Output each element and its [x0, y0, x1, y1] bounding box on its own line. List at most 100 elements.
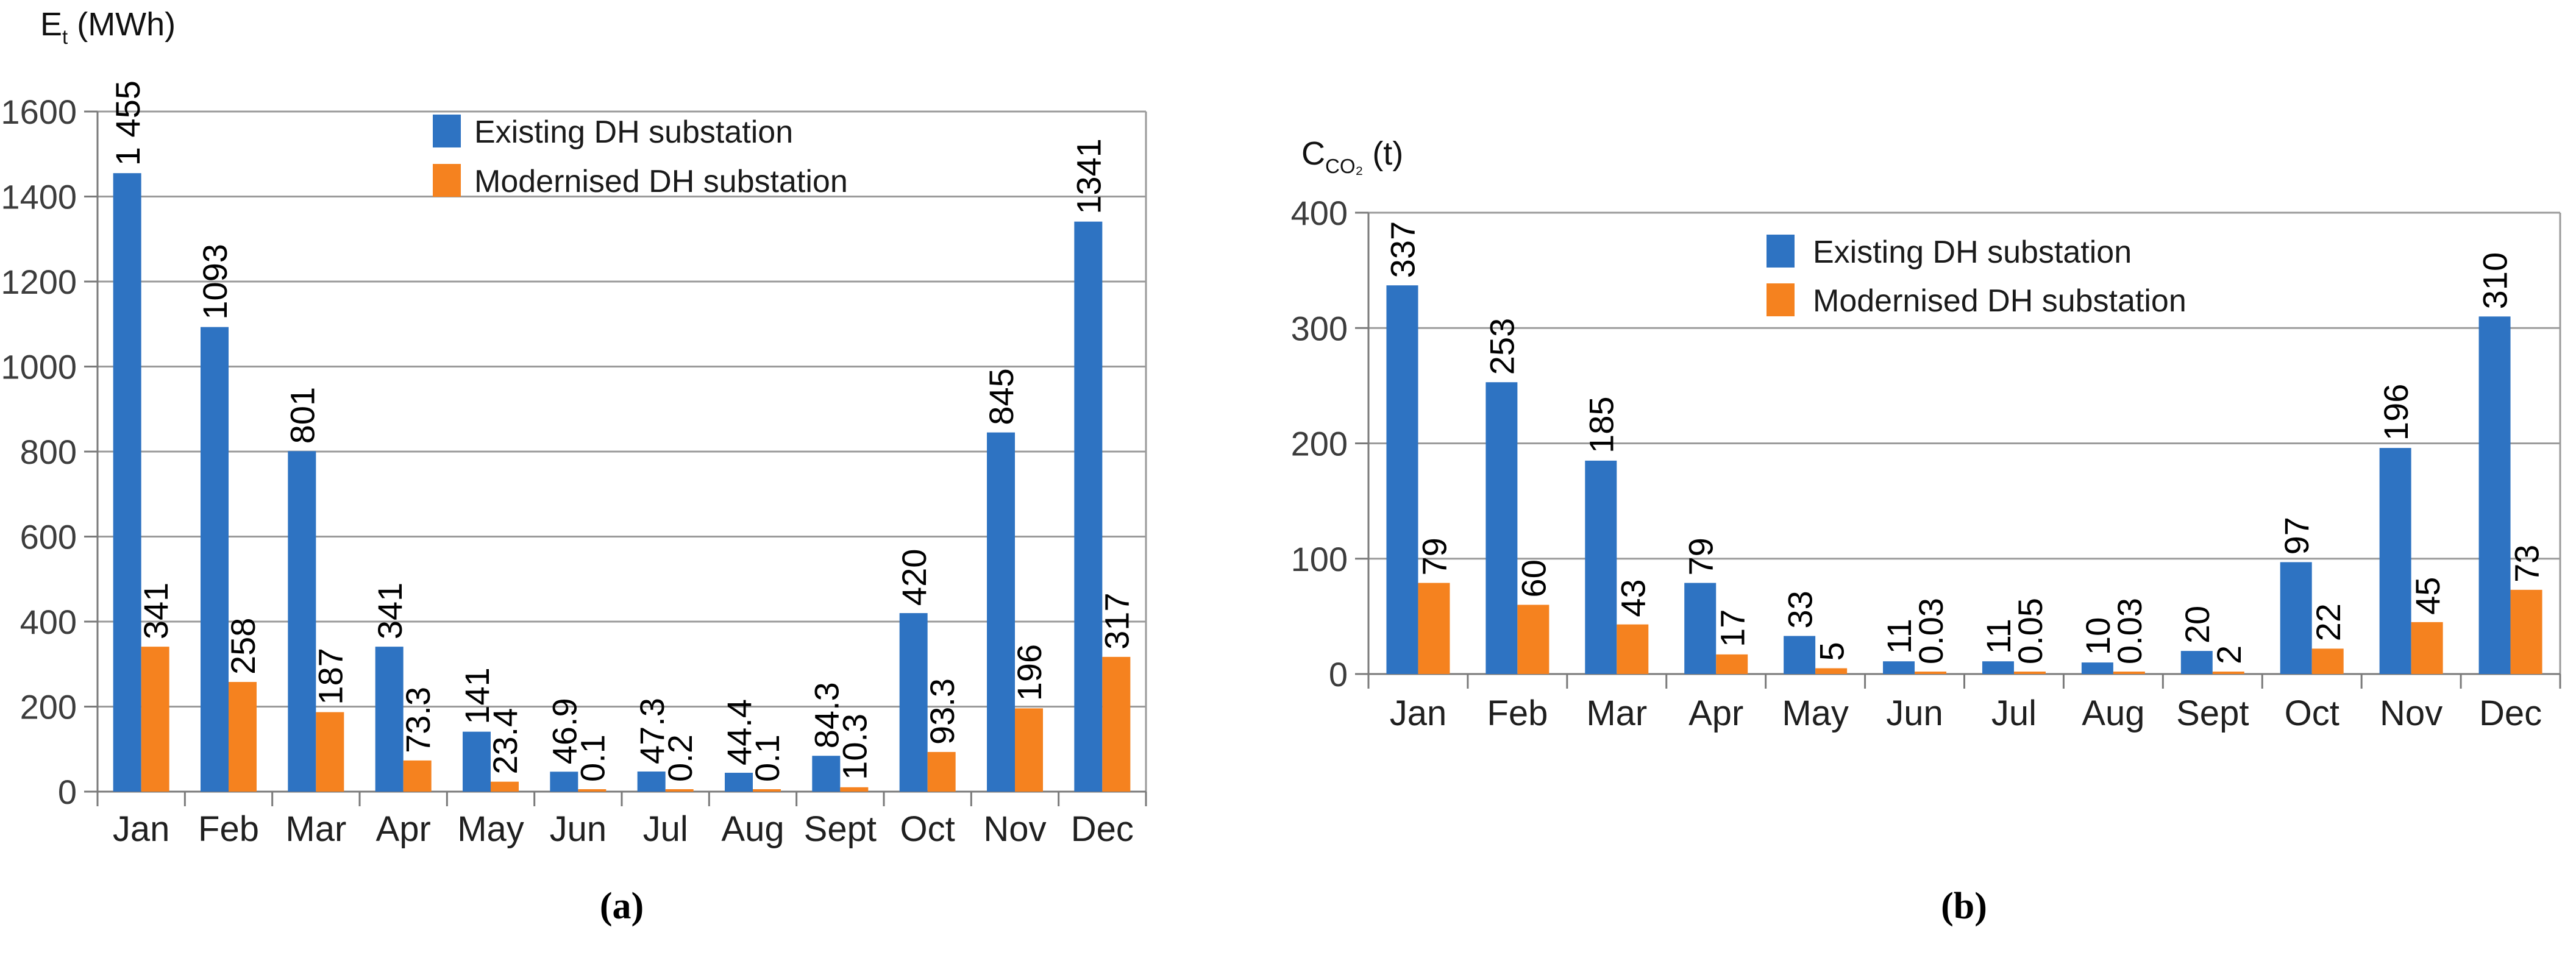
bar-existing-may — [1784, 636, 1816, 674]
x-tick-label-jan: Jan — [1390, 694, 1447, 733]
x-tick-label-sept: Sept — [804, 809, 877, 849]
value-label-existing-feb: 253 — [1483, 318, 1521, 375]
bar-existing-dec — [1074, 221, 1103, 792]
value-label-existing-aug: 44.4 — [720, 699, 758, 765]
bar-existing-feb — [1485, 382, 1518, 674]
y-tick-label-200: 200 — [20, 688, 77, 726]
bar-modernised-sept — [840, 787, 869, 792]
bar-existing-mar — [1585, 460, 1617, 674]
value-label-existing-feb: 1093 — [196, 244, 234, 320]
y-tick-label-600: 600 — [20, 518, 77, 556]
bar-existing-jan — [113, 173, 141, 792]
bar-existing-oct — [899, 613, 928, 792]
x-tick-label-sept: Sept — [2176, 694, 2249, 733]
x-tick-label-dec: Dec — [1071, 809, 1134, 849]
x-tick-label-jul: Jul — [643, 809, 688, 849]
y-tick-label-300: 300 — [1291, 309, 1348, 347]
bar-modernised-feb — [229, 682, 257, 792]
value-label-existing-may: 141 — [458, 667, 496, 724]
value-label-modernised-feb: 60 — [1515, 559, 1553, 597]
bar-existing-jan — [1386, 285, 1418, 674]
value-label-existing-dec: 310 — [2476, 252, 2514, 309]
bar-modernised-may — [491, 781, 519, 792]
value-label-modernised-apr: 73.3 — [399, 687, 437, 753]
value-label-existing-oct: 97 — [2277, 517, 2316, 555]
bar-modernised-nov — [1015, 708, 1043, 792]
x-tick-label-mar: Mar — [285, 809, 346, 849]
bar-existing-sept — [2180, 651, 2213, 674]
bar-modernised-aug — [753, 789, 781, 792]
value-label-modernised-apr: 17 — [1713, 609, 1751, 647]
x-tick-label-jun: Jun — [550, 809, 607, 849]
bar-existing-dec — [2478, 316, 2511, 674]
y-tick-label-800: 800 — [20, 433, 77, 471]
value-label-existing-mar: 801 — [283, 387, 321, 444]
value-label-modernised-sept: 2 — [2210, 645, 2248, 664]
bar-modernised-sept — [2212, 672, 2244, 674]
value-label-modernised-dec: 73 — [2508, 545, 2546, 583]
value-label-existing-jul: 11 — [1979, 619, 2018, 654]
bar-existing-mar — [288, 451, 316, 792]
value-label-modernised-oct: 22 — [2309, 603, 2347, 641]
value-label-modernised-nov: 45 — [2408, 577, 2447, 615]
legend-swatch-existing-icon — [433, 115, 461, 147]
x-tick-label-feb: Feb — [1487, 694, 1548, 733]
bar-existing-apr — [1684, 583, 1717, 674]
caption-b: (b) — [1941, 885, 1987, 927]
y-tick-label-1600: 1600 — [1, 93, 77, 131]
y-tick-label-1200: 1200 — [1, 263, 77, 301]
chart-b-co2-bar-chart: 0 100 200 300 400 337 79 Jan 253 60 Feb 185 43 Mar 79 1… — [1291, 135, 2561, 733]
y-tick-label-0: 0 — [1329, 655, 1348, 694]
value-label-existing-oct: 420 — [895, 549, 933, 606]
value-label-modernised-may: 23.4 — [486, 708, 524, 775]
chart-a-panel: 0 200 400 600 800 1000 1200 1400 1600 1 455 341 Jan… — [0, 0, 1274, 958]
bar-modernised-jan — [1418, 583, 1450, 674]
x-tick-label-dec: Dec — [2479, 694, 2542, 733]
value-label-modernised-may: 5 — [1812, 642, 1851, 661]
bar-existing-nov — [987, 432, 1015, 792]
bar-modernised-apr — [403, 760, 432, 792]
x-tick-label-may: May — [1782, 694, 1849, 733]
value-label-modernised-jan: 79 — [1415, 538, 1454, 575]
y-tick-label-1400: 1400 — [1, 178, 77, 216]
bar-modernised-mar — [316, 712, 344, 792]
legend-swatch-existing-icon — [1767, 235, 1795, 268]
bar-existing-may — [463, 731, 491, 792]
x-tick-label-apr: Apr — [376, 809, 431, 849]
bar-modernised-feb — [1517, 605, 1550, 674]
chart-a-energy-bar-chart: 0 200 400 600 800 1000 1200 1400 1600 1 455 341 Jan… — [1, 6, 1147, 849]
value-label-existing-sept: 20 — [2178, 606, 2216, 644]
value-label-existing-nov: 845 — [982, 368, 1020, 425]
bar-existing-feb — [201, 327, 229, 792]
value-label-modernised-feb: 258 — [224, 618, 262, 675]
value-label-modernised-sept: 10.3 — [835, 714, 873, 780]
bar-modernised-oct — [2311, 648, 2344, 674]
caption-a: (a) — [599, 885, 644, 927]
y-tick-label-0: 0 — [58, 773, 77, 811]
value-label-existing-jan: 1 455 — [109, 80, 147, 166]
x-tick-label-oct: Oct — [900, 809, 955, 849]
value-label-modernised-dec: 317 — [1097, 592, 1136, 649]
bar-existing-sept — [812, 756, 841, 792]
y-tick-label-400: 400 — [20, 603, 77, 641]
x-tick-label-oct: Oct — [2285, 694, 2339, 733]
bar-modernised-jun — [1915, 672, 1947, 674]
y-tick-label-400: 400 — [1291, 194, 1348, 232]
value-label-existing-apr: 341 — [371, 583, 409, 639]
x-tick-label-feb: Feb — [198, 809, 259, 849]
bar-modernised-jun — [578, 789, 607, 792]
x-tick-label-jun: Jun — [1886, 694, 1943, 733]
value-label-existing-jan: 337 — [1384, 221, 1422, 278]
y-tick-label-200: 200 — [1291, 425, 1348, 463]
value-label-modernised-jun: 0.1 — [573, 734, 611, 782]
value-label-existing-jul: 47.3 — [633, 698, 671, 764]
y-tick-label-100: 100 — [1291, 540, 1348, 578]
value-label-modernised-jun: 0.03 — [1912, 598, 1950, 664]
value-label-modernised-nov: 196 — [1010, 644, 1048, 701]
legend-label-existing: Existing DH substation — [474, 115, 793, 150]
bar-modernised-nov — [2411, 622, 2443, 674]
value-label-existing-apr: 79 — [1681, 538, 1720, 575]
value-label-existing-sept: 84.3 — [807, 682, 845, 748]
value-label-existing-jun: 46.9 — [545, 698, 583, 764]
